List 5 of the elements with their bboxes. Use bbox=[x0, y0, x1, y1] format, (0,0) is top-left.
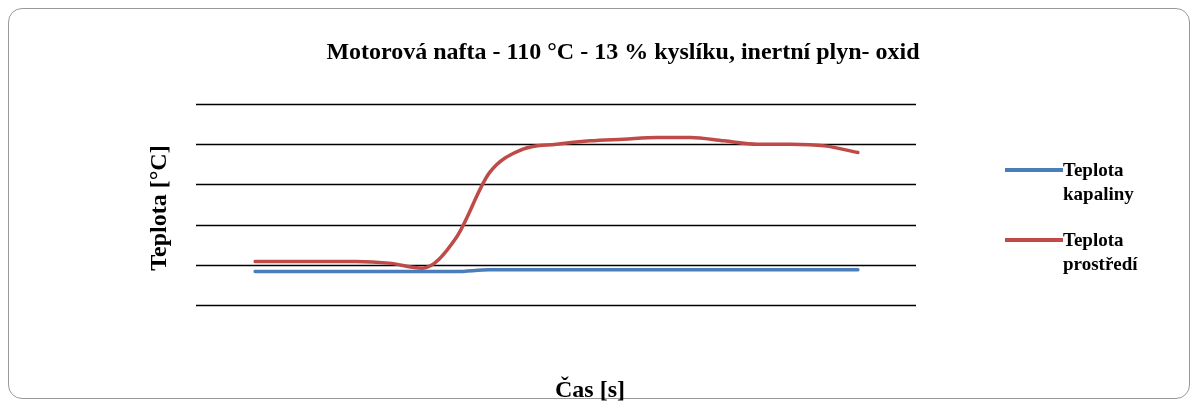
x-axis-title: Čas [s] bbox=[554, 376, 626, 403]
legend-label: Teplota kapaliny bbox=[1063, 158, 1135, 206]
chart-title: Motorová nafta - 110 °C - 13 % kyslíku, inertní plyn- oxid bbox=[325, 38, 921, 65]
legend-label: Teplota prostředí bbox=[1063, 228, 1139, 276]
y-axis-title: Teplota [°C] bbox=[144, 145, 172, 271]
